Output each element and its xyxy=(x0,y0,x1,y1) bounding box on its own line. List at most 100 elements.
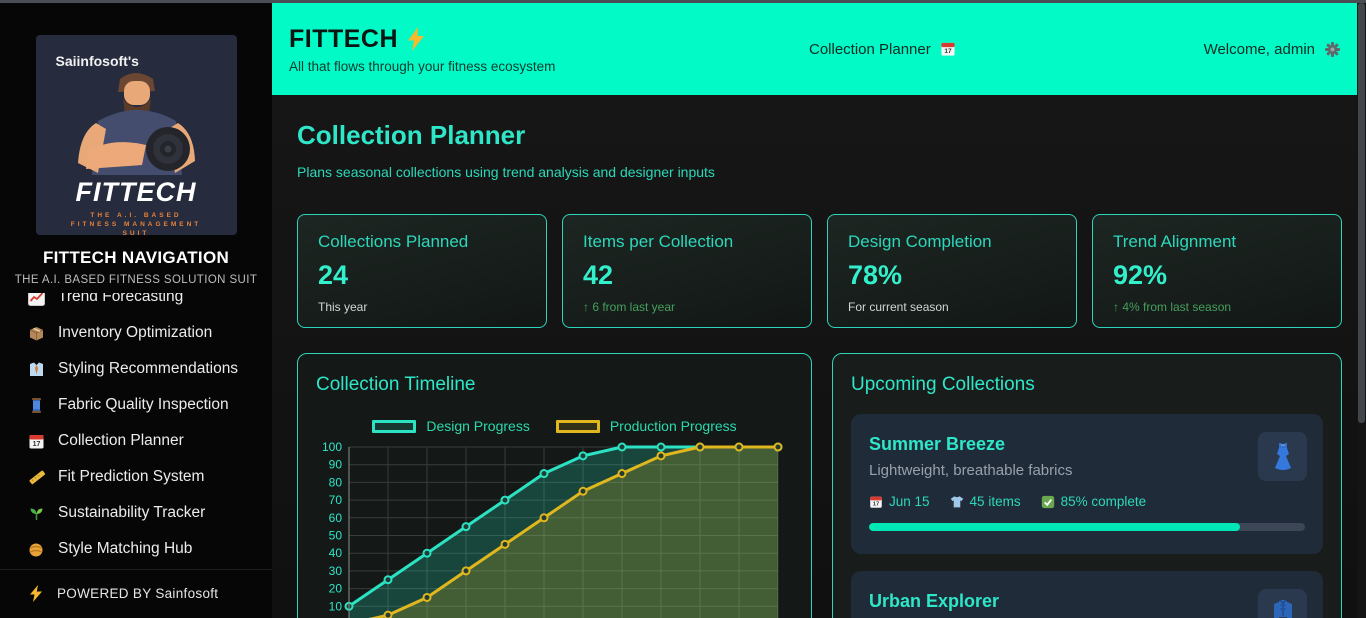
stat-label: Design Completion xyxy=(848,232,992,251)
stat-note: For current season xyxy=(848,300,949,314)
collection-item-summer-breeze[interactable]: Summer Breeze Lightweight, breathable fa… xyxy=(851,414,1323,554)
launch-date: Jun 15 xyxy=(889,494,930,509)
yarn-icon xyxy=(27,540,45,558)
legend-item-production[interactable]: Production Progress xyxy=(555,418,737,434)
stat-label: Collections Planned xyxy=(318,232,469,251)
sidebar-item-label: Inventory Optimization xyxy=(58,324,213,341)
sidebar-footer: POWERED BY Sainfosoft xyxy=(0,569,272,618)
sidebar-item-inventory-optimization[interactable]: Inventory Optimization xyxy=(27,315,272,351)
sidebar-item-styling-recommendations[interactable]: Styling Recommendations xyxy=(27,351,272,387)
stat-card-collections-planned: Collections Planned 24 This year xyxy=(297,214,547,328)
nav-list: Trend Forecasting Inventory Optimization… xyxy=(0,293,272,565)
calendar-icon: 17 xyxy=(869,495,883,509)
stat-value: 42 xyxy=(583,260,614,290)
mascot-illustration-icon xyxy=(77,73,195,175)
lightning-icon xyxy=(407,27,425,51)
svg-text:20: 20 xyxy=(329,582,343,596)
module-label: Collection Planner xyxy=(809,40,931,58)
ruler-icon xyxy=(27,468,45,486)
sidebar-item-fabric-quality-inspection[interactable]: Fabric Quality Inspection xyxy=(27,387,272,423)
sidebar: Saiinfosoft's FITTECH THE A.I. BASED FIT… xyxy=(0,3,272,618)
stat-value: 92% xyxy=(1113,260,1168,290)
page-subtitle: Plans seasonal collections using trend a… xyxy=(297,164,715,180)
completion-label: 85% complete xyxy=(1060,494,1147,509)
collection-meta-row: 17 Jun 15 45 items 85% complete xyxy=(869,494,1305,509)
legend-label: Design Progress xyxy=(426,418,530,434)
stat-card-items-per-collection: Items per Collection 42 ↑ 6 from last ye… xyxy=(562,214,812,328)
timeline-panel-title: Collection Timeline xyxy=(316,374,476,395)
sidebar-item-collection-planner[interactable]: 17 Collection Planner xyxy=(27,423,272,459)
progress-track xyxy=(869,523,1305,531)
welcome-label: Welcome, admin xyxy=(1203,40,1315,58)
powered-by-label: POWERED BY Sainfosoft xyxy=(57,585,219,601)
coat-icon xyxy=(1258,589,1307,618)
sidebar-item-sustainability-tracker[interactable]: Sustainability Tracker xyxy=(27,495,272,531)
collection-timeline-panel: Collection Timeline Design Progress Prod… xyxy=(297,353,812,618)
svg-text:50: 50 xyxy=(329,529,343,543)
upcoming-panel-title: Upcoming Collections xyxy=(851,374,1035,395)
launch-date-chip: 17 Jun 15 xyxy=(869,494,930,509)
nav-subtitle: THE A.I. BASED FITNESS SOLUTION SUIT xyxy=(14,274,258,286)
thread-spool-icon xyxy=(27,396,45,414)
seedling-icon xyxy=(27,504,45,522)
user-block: Welcome, admin xyxy=(1204,41,1341,58)
scrollbar-thumb[interactable] xyxy=(1358,3,1365,423)
upcoming-collections-panel: Upcoming Collections Summer Breeze Light… xyxy=(832,353,1342,618)
sidebar-item-fit-prediction-system[interactable]: Fit Prediction System xyxy=(27,459,272,495)
brand-prefix-label: Saiinfosoft's xyxy=(55,53,139,69)
item-count-chip: 45 items xyxy=(950,494,1021,509)
stat-value: 24 xyxy=(318,260,349,290)
design-series-swatch-icon xyxy=(372,419,417,433)
sidebar-item-style-matching-hub[interactable]: Style Matching Hub xyxy=(27,531,272,565)
calendar-icon: 17 xyxy=(940,41,956,57)
stat-note: ↑ 6 from last year xyxy=(583,300,676,314)
stat-label: Trend Alignment xyxy=(1113,232,1237,251)
collection-list: Summer Breeze Lightweight, breathable fa… xyxy=(851,414,1323,618)
collection-name: Summer Breeze xyxy=(869,434,1006,454)
dress-icon xyxy=(1258,432,1307,481)
collection-name: Urban Explorer xyxy=(869,591,1000,611)
production-series-swatch-icon xyxy=(555,419,600,433)
brand-logo: Saiinfosoft's FITTECH THE A.I. BASED FIT… xyxy=(35,35,237,235)
completion-chip: 85% complete xyxy=(1041,494,1147,509)
stat-note: This year xyxy=(318,300,368,314)
stat-note: ↑ 4% from last season xyxy=(1113,300,1232,314)
svg-text:70: 70 xyxy=(329,493,343,507)
app-root: Saiinfosoft's FITTECH THE A.I. BASED FIT… xyxy=(0,3,1366,618)
page-scrollbar[interactable] xyxy=(1357,3,1366,618)
stat-label: Items per Collection xyxy=(583,232,734,251)
sidebar-item-label: Sustainability Tracker xyxy=(58,504,206,521)
sidebar-item-label: Trend Forecasting xyxy=(58,293,184,305)
app-header: FITTECH All that flows through your fitn… xyxy=(272,3,1357,95)
sidebar-item-label: Styling Recommendations xyxy=(58,360,239,377)
window-top-strip xyxy=(0,0,1366,3)
app-tagline: All that flows through your fitness ecos… xyxy=(289,58,556,74)
lightning-icon xyxy=(27,584,45,602)
item-count: 45 items xyxy=(969,494,1021,509)
sidebar-item-label: Fit Prediction System xyxy=(58,468,205,485)
page-title: Collection Planner xyxy=(297,120,526,150)
brand-tagline: THE A.I. BASED FITNESS MANAGEMENT SUIT xyxy=(70,212,202,235)
collection-item-urban-explorer[interactable]: Urban Explorer Streetwear with technical… xyxy=(851,571,1323,618)
content-area: Collection Planner Plans seasonal collec… xyxy=(272,95,1357,618)
brand-wordmark: FITTECH xyxy=(75,177,197,207)
shirt-tie-icon xyxy=(27,360,45,378)
package-icon xyxy=(27,324,45,342)
panels-row: Collection Timeline Design Progress Prod… xyxy=(297,353,1342,618)
nav-title: FITTECH NAVIGATION xyxy=(42,248,230,267)
legend-item-design[interactable]: Design Progress xyxy=(372,418,530,434)
sidebar-item-label: Style Matching Hub xyxy=(58,540,193,557)
svg-text:80: 80 xyxy=(329,475,343,489)
timeline-chart: 0102030405060708090100 xyxy=(316,439,793,618)
svg-text:90: 90 xyxy=(329,458,343,472)
gear-icon[interactable] xyxy=(1324,41,1341,58)
sidebar-item-trend-forecasting[interactable]: Trend Forecasting xyxy=(27,293,272,315)
main-area: FITTECH All that flows through your fitn… xyxy=(272,3,1357,618)
svg-text:17: 17 xyxy=(873,501,879,507)
calendar-icon: 17 xyxy=(27,432,45,450)
stat-card-trend-alignment: Trend Alignment 92% ↑ 4% from last seaso… xyxy=(1092,214,1342,328)
tshirt-icon xyxy=(950,495,964,509)
chart-increasing-icon xyxy=(27,293,45,306)
sidebar-item-label: Fabric Quality Inspection xyxy=(58,396,229,413)
stats-row: Collections Planned 24 This year Items p… xyxy=(297,214,1342,328)
